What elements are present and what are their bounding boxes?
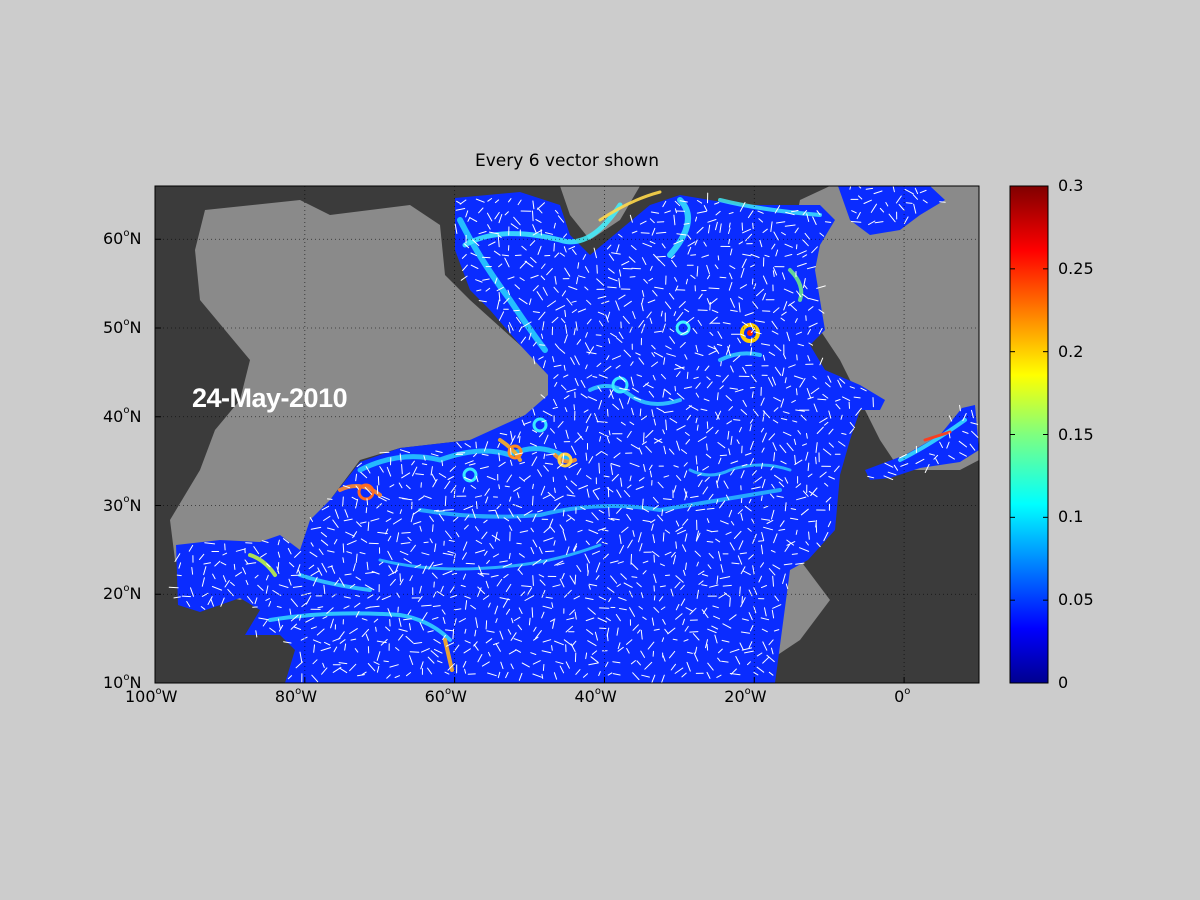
colorbar-tick-label: 0.3: [1058, 176, 1084, 195]
y-tick-label: 40oN: [103, 405, 142, 426]
colorbar-tick-label: 0.15: [1058, 424, 1094, 444]
x-tick-label: 60oW: [424, 685, 467, 706]
y-tick-label: 20oN: [103, 582, 142, 604]
velocity-vectors: [168, 186, 979, 683]
x-tick-label: 80oW: [274, 685, 318, 706]
y-tick-label: 60oN: [103, 227, 142, 249]
colorbar-tick-label: 0.2: [1058, 341, 1084, 361]
colorbar: [1009, 185, 1049, 684]
x-tick-label: 0o: [894, 685, 911, 706]
y-tick-label: 50oN: [103, 316, 142, 337]
ocean-layer: [176, 186, 979, 683]
x-tick-label: 20oW: [724, 685, 767, 706]
y-tick-label: 10oN: [103, 671, 142, 692]
x-tick-label: 40oW: [574, 685, 617, 706]
colorbar-tick-label: 0.1: [1058, 507, 1084, 527]
colorbar-tick-label: 0.25: [1058, 258, 1094, 278]
date-label: 24-May-2010: [192, 383, 348, 413]
graticule: [155, 186, 979, 683]
current-streaks: [248, 190, 967, 672]
colorbar-ticks: [1010, 185, 1048, 684]
colorbar-tick-label: 0.05: [1058, 590, 1094, 610]
colorbar-tick-label: 0: [1058, 673, 1069, 692]
map-title: Every 6 vector shown: [475, 151, 659, 171]
x-tick-label: 100oW: [125, 685, 178, 706]
y-tick-label: 30oN: [103, 494, 142, 515]
axis-ticks: [154, 238, 905, 684]
map-frame: [154, 185, 980, 684]
